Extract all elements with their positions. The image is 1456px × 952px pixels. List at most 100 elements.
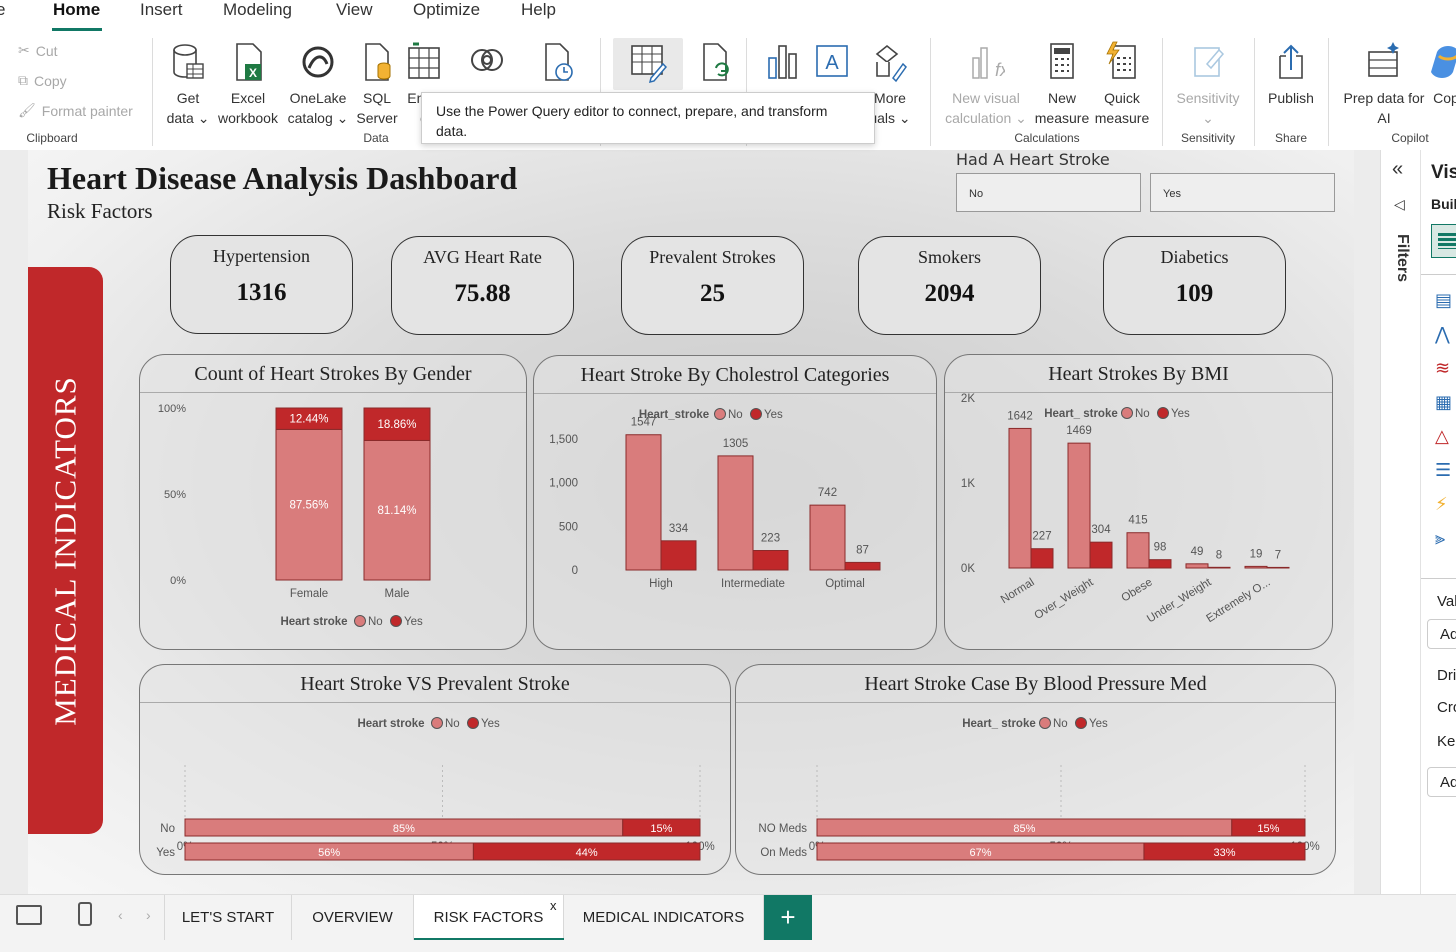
publish-icon	[1279, 44, 1303, 79]
data-label: 742	[818, 487, 837, 499]
kpi-value: 109	[1175, 280, 1214, 307]
kpi-label: Hypertension	[213, 246, 310, 266]
chevron-down-icon: ⌄	[1202, 110, 1214, 126]
page-tab-overview[interactable]: OVERVIEW	[292, 895, 414, 941]
get-data-button[interactable]: Get data ⌄	[160, 40, 216, 128]
quick-insights-icon[interactable]: ⚡	[1435, 494, 1448, 514]
y-tick-label: 1,000	[549, 478, 578, 490]
expand-chevron-icon[interactable]: «	[1392, 158, 1404, 180]
page-tab-lets-start[interactable]: LET'S START	[164, 895, 292, 941]
prep-data-for-ai-button[interactable]: Prep data for AI	[1338, 40, 1430, 128]
cut-button[interactable]: ✂ Cut	[18, 42, 58, 59]
filters-label: Filters	[1394, 234, 1411, 283]
area-chart-icon[interactable]: ≋	[1435, 358, 1451, 378]
database-icon	[173, 44, 204, 79]
excel-workbook-button[interactable]: X Excel workbook	[214, 40, 282, 128]
copilot-button[interactable]: Cop	[1426, 40, 1456, 108]
slicer-option-no[interactable]: No	[956, 173, 1141, 212]
scroll-right-icon[interactable]: ›	[146, 907, 151, 923]
legend-marker-yes	[467, 717, 479, 729]
legend-label-no: No	[1053, 718, 1068, 730]
tab-view[interactable]: View	[336, 0, 373, 19]
legend-marker-no	[714, 408, 726, 420]
matrix-icon[interactable]: ▦	[1435, 392, 1453, 412]
tab-help[interactable]: Help	[521, 0, 556, 19]
tab-optimize[interactable]: Optimize	[413, 0, 481, 19]
bar-yes-1	[1143, 842, 1306, 861]
dataverse-button[interactable]	[462, 40, 512, 88]
data-label: 87	[856, 544, 869, 556]
add-page-button[interactable]: +	[764, 895, 812, 941]
smart-narrative-icon[interactable]: ⫸	[1435, 528, 1446, 548]
stacked-bar-icon[interactable]: ▤	[1435, 290, 1453, 310]
slicer-option-yes[interactable]: Yes	[1150, 173, 1335, 212]
desktop-view-icon[interactable]	[16, 905, 42, 925]
kpi-value: 1316	[236, 279, 287, 306]
chart-card-cholesterol[interactable]: Heart Stroke By Cholestrol Categories 0 5…	[533, 355, 937, 650]
chart-card-prevalent-stroke[interactable]: Heart Stroke VS Prevalent Stroke 0%50%10…	[139, 664, 731, 875]
bar-no-male	[363, 439, 431, 581]
legend-label-no: No	[1135, 408, 1150, 420]
onelake-catalog-button[interactable]: OneLake catalog ⌄	[285, 40, 351, 128]
transform-data-button[interactable]	[613, 38, 683, 90]
bar-no-female	[275, 428, 343, 581]
close-tab-icon[interactable]: x	[550, 898, 557, 913]
add-data-field[interactable]: Ad	[1427, 619, 1456, 649]
recent-sources-icon	[545, 43, 573, 81]
new-visual-button[interactable]	[758, 40, 806, 88]
chart-card-bmi[interactable]: Heart Strokes By BMI 0K 1K 2K 1642 227 Normal…	[944, 354, 1333, 650]
line-chart-icon[interactable]: ⋀	[1435, 324, 1450, 344]
build-visual-selected-icon[interactable]	[1431, 224, 1456, 258]
data-label: 415	[1128, 515, 1147, 527]
new-measure-button[interactable]: New measure	[1034, 40, 1090, 128]
mobile-view-icon[interactable]	[78, 902, 92, 926]
bar-yes-male	[363, 407, 431, 441]
sql-server-button[interactable]: SQL Server	[354, 40, 400, 128]
tab-file-partial[interactable]: e	[0, 0, 6, 19]
build-visual-tab[interactable]: Buil	[1431, 196, 1456, 212]
text-box-button[interactable]: A	[810, 40, 854, 88]
page-tab-medical-indicators[interactable]: MEDICAL INDICATORS	[564, 895, 764, 941]
kpi-card-avg-heart-rate: AVG Heart Rate 75.88	[391, 236, 574, 335]
tab-insert[interactable]: Insert	[140, 0, 183, 19]
divider	[1421, 274, 1456, 275]
publish-button[interactable]: Publish	[1262, 40, 1320, 108]
bar-no-2	[809, 504, 846, 571]
tab-home[interactable]: Home	[53, 0, 101, 19]
kpi-visual-icon[interactable]: △	[1435, 426, 1449, 446]
tab-modeling[interactable]: Modeling	[223, 0, 292, 19]
y-tick-label: 0%	[170, 575, 186, 587]
filters-pane-collapsed[interactable]: « ◁ Filters	[1381, 150, 1421, 894]
bar-yes-0	[1231, 818, 1306, 837]
bmi-chart-svg: 0K 1K 2K 1642 227 Normal 1469 304 Over_Weight 415…	[961, 393, 1290, 625]
data-label: 33%	[1213, 847, 1235, 859]
new-visual-calculation-button[interactable]: fx New visual calculation ⌄	[942, 40, 1030, 128]
bar-no-1	[1067, 442, 1091, 569]
y-tick-label: 50%	[164, 489, 186, 501]
slicer-icon[interactable]: ☰	[1435, 460, 1452, 480]
more-visuals-button[interactable]: More uals ⌄	[864, 40, 916, 128]
calculations-group-label: Calculations	[1014, 131, 1080, 145]
data-label: 56%	[318, 847, 340, 859]
x-tick-label: Over_Weight	[1032, 576, 1096, 622]
legend-title: Heart stroke	[280, 616, 347, 628]
chart-card-bp-meds[interactable]: Heart Stroke Case By Blood Pressure Med …	[735, 664, 1336, 875]
refresh-button[interactable]	[690, 40, 740, 88]
scroll-left-icon[interactable]: ‹	[118, 907, 123, 923]
format-painter-button[interactable]: 🖌 Format painter	[18, 102, 133, 119]
bar-yes-female	[275, 407, 343, 430]
chart-title: Count of Heart Strokes By Gender	[194, 363, 472, 385]
recent-sources-button[interactable]	[532, 40, 582, 88]
page-tab-risk-factors[interactable]: RISK FACTORS x	[414, 895, 564, 941]
data-label: 227	[1032, 531, 1051, 543]
add-drill-field[interactable]: Ad	[1427, 767, 1456, 797]
x-tick-label: Intermediate	[721, 578, 785, 590]
copy-button[interactable]: ⧉ Copy	[18, 72, 67, 89]
tab-home-underline	[52, 28, 102, 31]
sensitivity-button[interactable]: Sensitivity ⌄	[1172, 40, 1244, 128]
prep-data-icon	[1368, 42, 1399, 77]
chart-card-gender[interactable]: Count of Heart Strokes By Gender 0% 50% 10…	[139, 354, 527, 650]
data-label: 87.56%	[289, 500, 328, 512]
quick-measure-button[interactable]: Quick measure	[1094, 40, 1150, 128]
